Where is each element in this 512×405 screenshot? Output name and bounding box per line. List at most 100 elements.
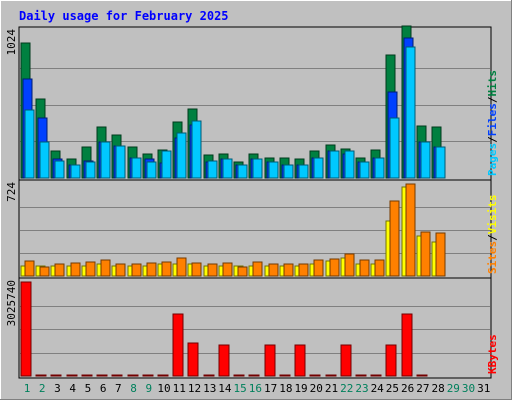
x-tick-label-day-30: 30 — [462, 382, 475, 395]
bar-sites-day-26 — [405, 183, 416, 277]
x-tick-label-day-22: 22 — [340, 382, 353, 395]
x-tick-label-day-27: 27 — [416, 382, 429, 395]
panel-hits-files-pages: 1024 Pages/Files/Hits — [5, 25, 499, 181]
bar-pages-day-6 — [100, 141, 111, 179]
axis-max-label: 724 — [5, 182, 18, 202]
bar-sites-day-21 — [329, 258, 340, 277]
bar-sites-day-9 — [146, 262, 157, 277]
bar-kbytes-day-27 — [416, 374, 428, 377]
legend-entry: KBytes — [486, 334, 499, 374]
bar-pages-day-3 — [54, 160, 65, 179]
panels-layer: 1024Pages/Files/Hits724Sites/Visits30257… — [5, 25, 499, 379]
legend-entry: Sites — [486, 241, 499, 274]
bar-pages-day-19 — [298, 164, 309, 179]
x-tick-label-day-29: 29 — [447, 382, 460, 395]
bar-sites-day-18 — [283, 263, 294, 277]
bar-sites-day-8 — [131, 263, 142, 277]
bar-sites-day-2 — [39, 266, 50, 277]
x-tick-label-day-6: 6 — [100, 382, 107, 395]
bar-kbytes-day-19 — [294, 344, 306, 377]
bar-pages-day-21 — [329, 150, 340, 179]
x-tick-label-day-20: 20 — [310, 382, 323, 395]
bar-kbytes-day-24 — [370, 374, 382, 377]
bar-pages-day-7 — [115, 145, 126, 179]
bar-pages-day-22 — [344, 150, 355, 179]
x-tick-label-day-13: 13 — [203, 382, 216, 395]
bar-sites-day-10 — [161, 261, 172, 277]
bar-pages-day-16 — [252, 158, 263, 179]
x-tick-label-day-19: 19 — [294, 382, 307, 395]
bar-kbytes-day-13 — [203, 374, 215, 377]
x-tick-label-day-16: 16 — [249, 382, 262, 395]
bar-pages-day-12 — [191, 120, 202, 179]
bar-pages-day-2 — [39, 141, 50, 179]
axis-max-label: 3025740 — [5, 280, 18, 326]
bar-kbytes-day-12 — [187, 342, 199, 377]
bar-pages-day-24 — [374, 157, 385, 179]
bar-pages-day-20 — [313, 157, 324, 179]
x-tick-label-day-1: 1 — [24, 382, 31, 395]
bar-kbytes-day-21 — [325, 374, 337, 377]
panel-background — [18, 277, 492, 379]
x-tick-label-day-7: 7 — [115, 382, 122, 395]
axis-max-label: 1024 — [5, 29, 18, 56]
bar-kbytes-day-8 — [127, 374, 139, 377]
legend-hits-files-pages: Pages/Files/Hits — [486, 70, 499, 176]
x-tick-label-day-11: 11 — [173, 382, 186, 395]
x-tick-label-day-10: 10 — [157, 382, 170, 395]
bar-sites-day-27 — [420, 231, 431, 277]
bar-pages-day-26 — [405, 46, 416, 179]
x-tick-label-day-17: 17 — [264, 382, 277, 395]
bar-pages-day-28 — [435, 146, 446, 179]
bar-kbytes-day-1 — [20, 281, 32, 377]
x-tick-label-day-14: 14 — [218, 382, 232, 395]
bar-sites-day-3 — [54, 263, 65, 277]
x-tick-label-day-23: 23 — [355, 382, 368, 395]
bar-sites-day-14 — [222, 262, 233, 277]
x-tick-label-day-3: 3 — [54, 382, 61, 395]
x-tick-label-day-31: 31 — [477, 382, 490, 395]
bar-kbytes-day-11 — [172, 313, 184, 377]
x-tick-label-day-28: 28 — [431, 382, 444, 395]
bar-pages-day-10 — [161, 150, 172, 179]
bar-kbytes-day-26 — [401, 313, 413, 377]
x-tick-label-day-5: 5 — [85, 382, 92, 395]
bar-kbytes-day-16 — [248, 374, 260, 377]
bar-pages-day-15 — [237, 164, 248, 179]
x-tick-label-day-25: 25 — [386, 382, 399, 395]
bar-kbytes-day-5 — [81, 374, 93, 377]
bar-kbytes-day-2 — [35, 374, 47, 377]
bar-kbytes-day-9 — [142, 374, 154, 377]
bar-sites-day-20 — [313, 259, 324, 277]
legend-entry: Pages — [486, 143, 499, 176]
bar-sites-day-4 — [70, 262, 81, 277]
bar-kbytes-day-23 — [355, 374, 367, 377]
bar-sites-day-17 — [268, 263, 279, 277]
bar-pages-day-4 — [70, 164, 81, 179]
bar-sites-day-6 — [100, 259, 111, 277]
x-tick-label-day-8: 8 — [130, 382, 137, 395]
chart-title: Daily usage for February 2025 — [19, 9, 229, 23]
bar-kbytes-day-3 — [50, 374, 62, 377]
series-pages — [24, 46, 446, 179]
bar-pages-day-13 — [207, 160, 218, 179]
bar-kbytes-day-15 — [233, 374, 245, 377]
bar-kbytes-day-18 — [279, 374, 291, 377]
bar-sites-day-24 — [374, 259, 385, 277]
bar-kbytes-day-6 — [96, 374, 108, 377]
series-sites — [24, 183, 446, 277]
bar-pages-day-27 — [420, 141, 431, 179]
bar-pages-day-17 — [268, 161, 279, 179]
series-kbytes — [20, 281, 428, 377]
x-tick-label-day-12: 12 — [188, 382, 201, 395]
bar-kbytes-day-4 — [66, 374, 78, 377]
x-axis-labels: 1 2 3 4 5 6 7 8 9 10 11 12 13 14 15 16 17 18 19 20 21 22 23 24 2… — [24, 382, 491, 395]
bar-kbytes-day-20 — [309, 374, 321, 377]
bar-kbytes-day-17 — [264, 344, 276, 377]
bar-sites-day-1 — [24, 260, 35, 277]
bar-sites-day-23 — [359, 259, 370, 277]
legend-entry: / — [486, 136, 499, 143]
bar-kbytes-day-22 — [340, 344, 352, 377]
bar-kbytes-day-25 — [385, 344, 397, 377]
